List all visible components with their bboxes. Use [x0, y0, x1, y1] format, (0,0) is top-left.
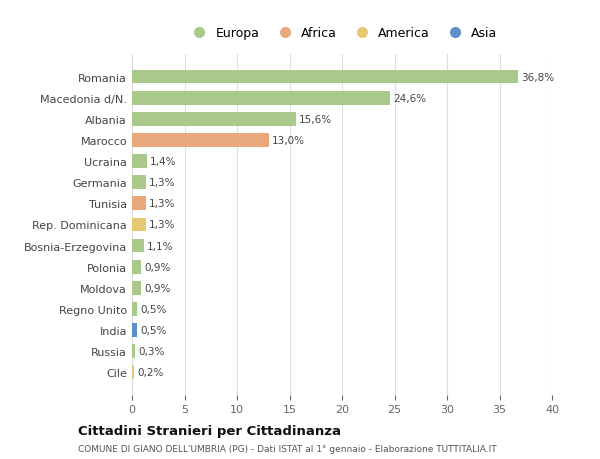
- Text: 0,3%: 0,3%: [139, 347, 164, 356]
- Text: 0,5%: 0,5%: [140, 325, 167, 335]
- Text: 1,3%: 1,3%: [149, 199, 175, 209]
- Text: 13,0%: 13,0%: [272, 135, 305, 146]
- Bar: [132, 176, 146, 190]
- Text: 15,6%: 15,6%: [299, 115, 332, 124]
- Bar: [132, 134, 269, 147]
- Bar: [132, 366, 134, 379]
- Bar: [132, 345, 135, 358]
- Text: 24,6%: 24,6%: [394, 94, 427, 103]
- Text: COMUNE DI GIANO DELL'UMBRIA (PG) - Dati ISTAT al 1° gennaio - Elaborazione TUTTI: COMUNE DI GIANO DELL'UMBRIA (PG) - Dati …: [78, 444, 497, 453]
- Bar: [132, 239, 143, 253]
- Bar: [132, 197, 146, 211]
- Text: Cittadini Stranieri per Cittadinanza: Cittadini Stranieri per Cittadinanza: [78, 424, 341, 437]
- Legend: Europa, Africa, America, Asia: Europa, Africa, America, Asia: [182, 22, 502, 45]
- Bar: [132, 112, 296, 126]
- Bar: [132, 92, 391, 105]
- Text: 0,5%: 0,5%: [140, 304, 167, 314]
- Bar: [132, 218, 146, 232]
- Bar: [132, 155, 146, 168]
- Text: 1,4%: 1,4%: [150, 157, 176, 167]
- Text: 36,8%: 36,8%: [521, 73, 554, 82]
- Text: 0,2%: 0,2%: [137, 368, 164, 377]
- Text: 1,1%: 1,1%: [146, 241, 173, 251]
- Bar: [132, 71, 518, 84]
- Bar: [132, 302, 137, 316]
- Text: 0,9%: 0,9%: [145, 283, 171, 293]
- Text: 1,3%: 1,3%: [149, 178, 175, 188]
- Text: 0,9%: 0,9%: [145, 262, 171, 272]
- Bar: [132, 260, 142, 274]
- Bar: [132, 281, 142, 295]
- Text: 1,3%: 1,3%: [149, 220, 175, 230]
- Bar: [132, 324, 137, 337]
